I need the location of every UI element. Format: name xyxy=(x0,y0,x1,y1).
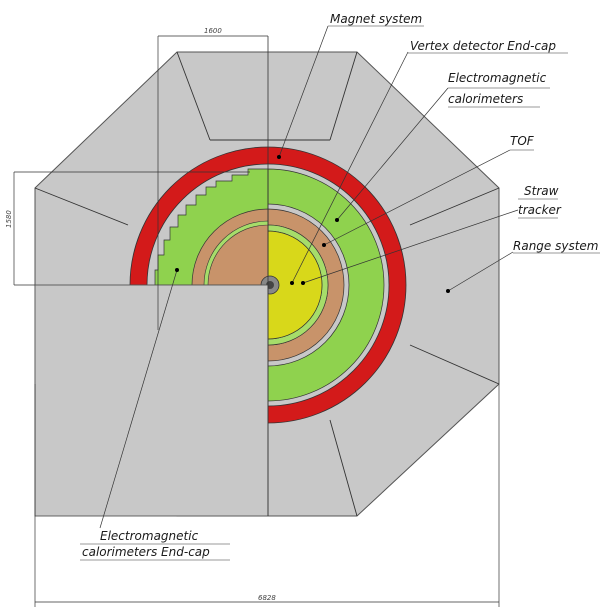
ecal-barrel xyxy=(267,168,385,402)
label-range-system: Range system xyxy=(513,239,599,253)
label-ecal-line2: calorimeters xyxy=(448,92,523,106)
dimension-left xyxy=(13,171,250,286)
label-straw-line1: Straw xyxy=(524,184,559,198)
label-magnet-system: Magnet system xyxy=(330,12,422,26)
dimension-top xyxy=(157,35,268,330)
leader-dots xyxy=(175,155,450,293)
dimension-bottom xyxy=(34,384,500,607)
label-ecal-line1: Electromagnetic xyxy=(448,71,547,85)
dimension-bottom-label: 6828 xyxy=(258,594,276,602)
label-vertex-endcap: Vertex detector End-cap xyxy=(410,39,556,53)
label-tof: TOF xyxy=(510,134,535,148)
range-sector-lines xyxy=(34,51,500,517)
label-straw-line2: tracker xyxy=(518,203,562,217)
leader-lines xyxy=(99,25,519,529)
dimension-top-label: 1600 xyxy=(204,27,222,35)
label-ecal-endcap-line2: calorimeters End-cap xyxy=(82,545,210,559)
dimension-left-label: 1580 xyxy=(5,210,13,228)
lower-left-quadrant xyxy=(34,284,269,517)
inner-tracker xyxy=(267,230,323,340)
label-ecal-endcap-line1: Electromagnetic xyxy=(100,529,199,543)
